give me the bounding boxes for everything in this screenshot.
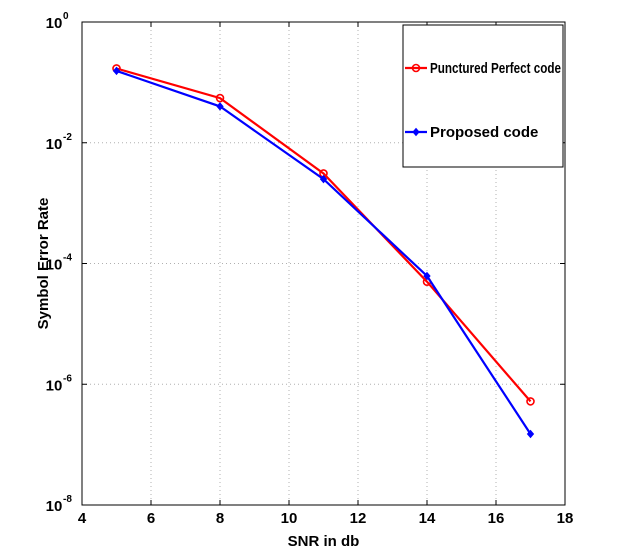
x-tick-label: 6 — [147, 510, 155, 527]
y-tick-base: 10 — [46, 15, 63, 32]
x-tick-label: 8 — [216, 510, 224, 527]
y-tick-base: 10 — [46, 498, 63, 515]
y-tick-base: 10 — [46, 377, 63, 394]
legend-label: Proposed code — [430, 124, 538, 141]
y-axis-label: Symbol Error Rate — [35, 198, 52, 330]
y-tick-exponent: -6 — [63, 373, 72, 384]
y-tick-label: 10 -2 — [46, 132, 73, 153]
data-point — [319, 174, 328, 184]
x-axis-label: SNR in db — [288, 533, 360, 550]
y-tick-label: 10 -8 — [46, 494, 73, 515]
series-layer — [112, 64, 535, 439]
x-tick-label: 14 — [419, 510, 436, 527]
y-tick-base: 10 — [46, 257, 63, 274]
y-tick-label: 10 -6 — [46, 373, 73, 394]
y-tick-label: 10 -4 — [46, 253, 73, 274]
x-tick-label: 12 — [350, 510, 367, 527]
legend-items: Punctured Perfect code Proposed code — [405, 60, 561, 141]
y-tick-exponent: -2 — [63, 132, 72, 143]
legend-marker — [412, 127, 420, 137]
data-point — [526, 397, 535, 406]
y-tick-exponent: 0 — [63, 11, 69, 22]
data-point — [423, 271, 431, 281]
y-tick-exponent: -4 — [63, 253, 72, 264]
y-tick-label: 10 0 — [46, 11, 69, 32]
y-tick-exponent: -8 — [63, 494, 72, 505]
data-point — [526, 429, 535, 439]
series-line — [116, 67, 532, 403]
legend: Punctured Perfect code Proposed code — [402, 24, 564, 168]
x-tick-label: 10 — [281, 510, 298, 527]
x-tick-label: 4 — [78, 510, 87, 527]
legend-marker — [411, 63, 421, 73]
ticks — [81, 21, 566, 506]
y-tick-base: 10 — [46, 136, 63, 153]
x-tick-label: 18 — [557, 510, 574, 527]
series-2 — [112, 66, 535, 439]
x-tick-labels: 4 6 8 10 12 14 16 18 — [78, 510, 574, 527]
legend-box — [402, 24, 564, 168]
legend-item-2: Proposed code — [405, 124, 538, 141]
x-tick-label: 16 — [488, 510, 505, 527]
data-point — [112, 66, 121, 76]
legend-item-1: Punctured Perfect code — [405, 60, 561, 77]
data-point — [216, 102, 224, 111]
data-point — [215, 93, 225, 103]
legend-label: Punctured Perfect code — [430, 60, 561, 77]
